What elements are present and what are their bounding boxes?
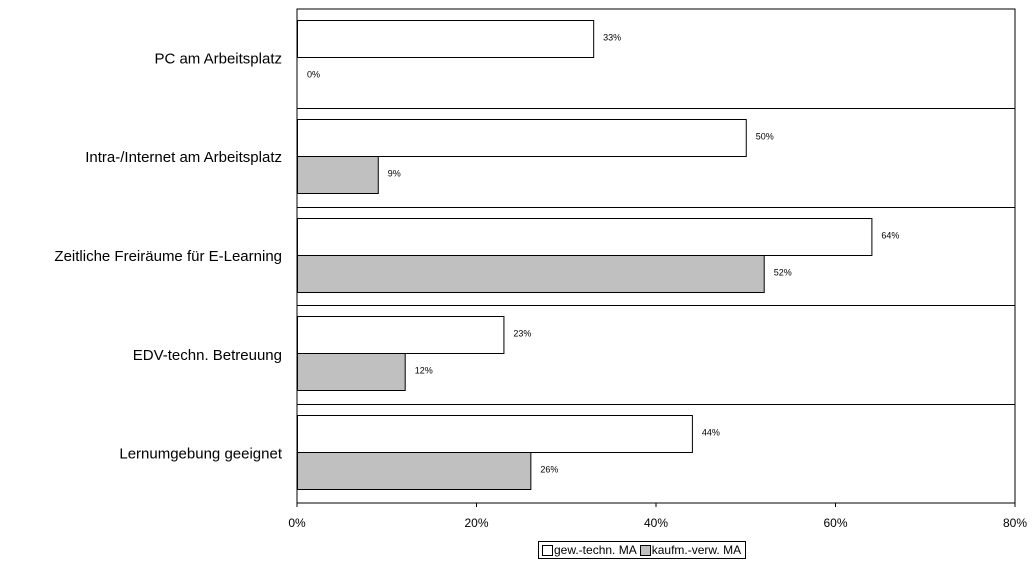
x-axis-ticks: 0% 20% 40% 60% 80%	[288, 503, 1027, 530]
bar-kaufm-verw	[297, 255, 765, 293]
plot-area-frame	[296, 8, 1016, 504]
data-label: 52%	[774, 268, 792, 278]
data-labels: 33% 0% 50% 9% 64% 52% 23% 12% 44% 26%	[307, 33, 899, 475]
category-label: Zeitliche Freiräume für E-Learning	[54, 248, 282, 265]
x-tick-label: 80%	[1003, 516, 1027, 530]
x-tick-label: 40%	[644, 516, 668, 530]
legend-label-series-2: kaufm.-verw. MA	[651, 543, 742, 557]
bar-kaufm-verw	[297, 353, 406, 391]
bar-gew-techn	[297, 415, 693, 453]
category-label: PC am Arbeitsplatz	[154, 50, 282, 67]
legend-label-series-1: gew.-techn. MA	[554, 543, 637, 557]
legend-item-series-2: kaufm.-verw. MA	[639, 543, 742, 557]
category-separators	[297, 108, 1015, 405]
data-label: 50%	[756, 132, 774, 142]
bar-gew-techn	[297, 316, 505, 354]
x-tick-label: 0%	[288, 516, 306, 530]
bar-gew-techn	[297, 20, 595, 58]
category-label: Intra-/Internet am Arbeitsplatz	[85, 149, 282, 166]
data-label: 12%	[415, 366, 433, 376]
bar-kaufm-verw	[297, 452, 532, 490]
bars	[297, 20, 873, 490]
legend-swatch-series-1	[542, 544, 553, 556]
data-label: 0%	[307, 70, 320, 80]
x-tick-label: 20%	[464, 516, 488, 530]
category-label: EDV-techn. Betreuung	[133, 347, 282, 364]
bar-gew-techn	[297, 119, 747, 157]
data-label: 26%	[540, 465, 558, 475]
data-label: 23%	[513, 329, 531, 339]
category-labels: PC am Arbeitsplatz Intra-/Internet am Arb…	[54, 50, 282, 462]
legend-swatch-series-2	[639, 544, 651, 556]
legend-item-series-1: gew.-techn. MA	[542, 543, 637, 557]
bar-gew-techn	[297, 218, 873, 256]
x-tick-label: 60%	[823, 516, 847, 530]
data-label: 64%	[881, 231, 899, 241]
bar-kaufm-verw	[297, 156, 379, 194]
data-label: 33%	[603, 33, 621, 43]
data-label: 44%	[702, 428, 720, 438]
category-label: Lernumgebung geeignet	[119, 446, 282, 463]
legend: gew.-techn. MA kaufm.-verw. MA	[538, 541, 747, 559]
data-label: 9%	[388, 169, 401, 179]
